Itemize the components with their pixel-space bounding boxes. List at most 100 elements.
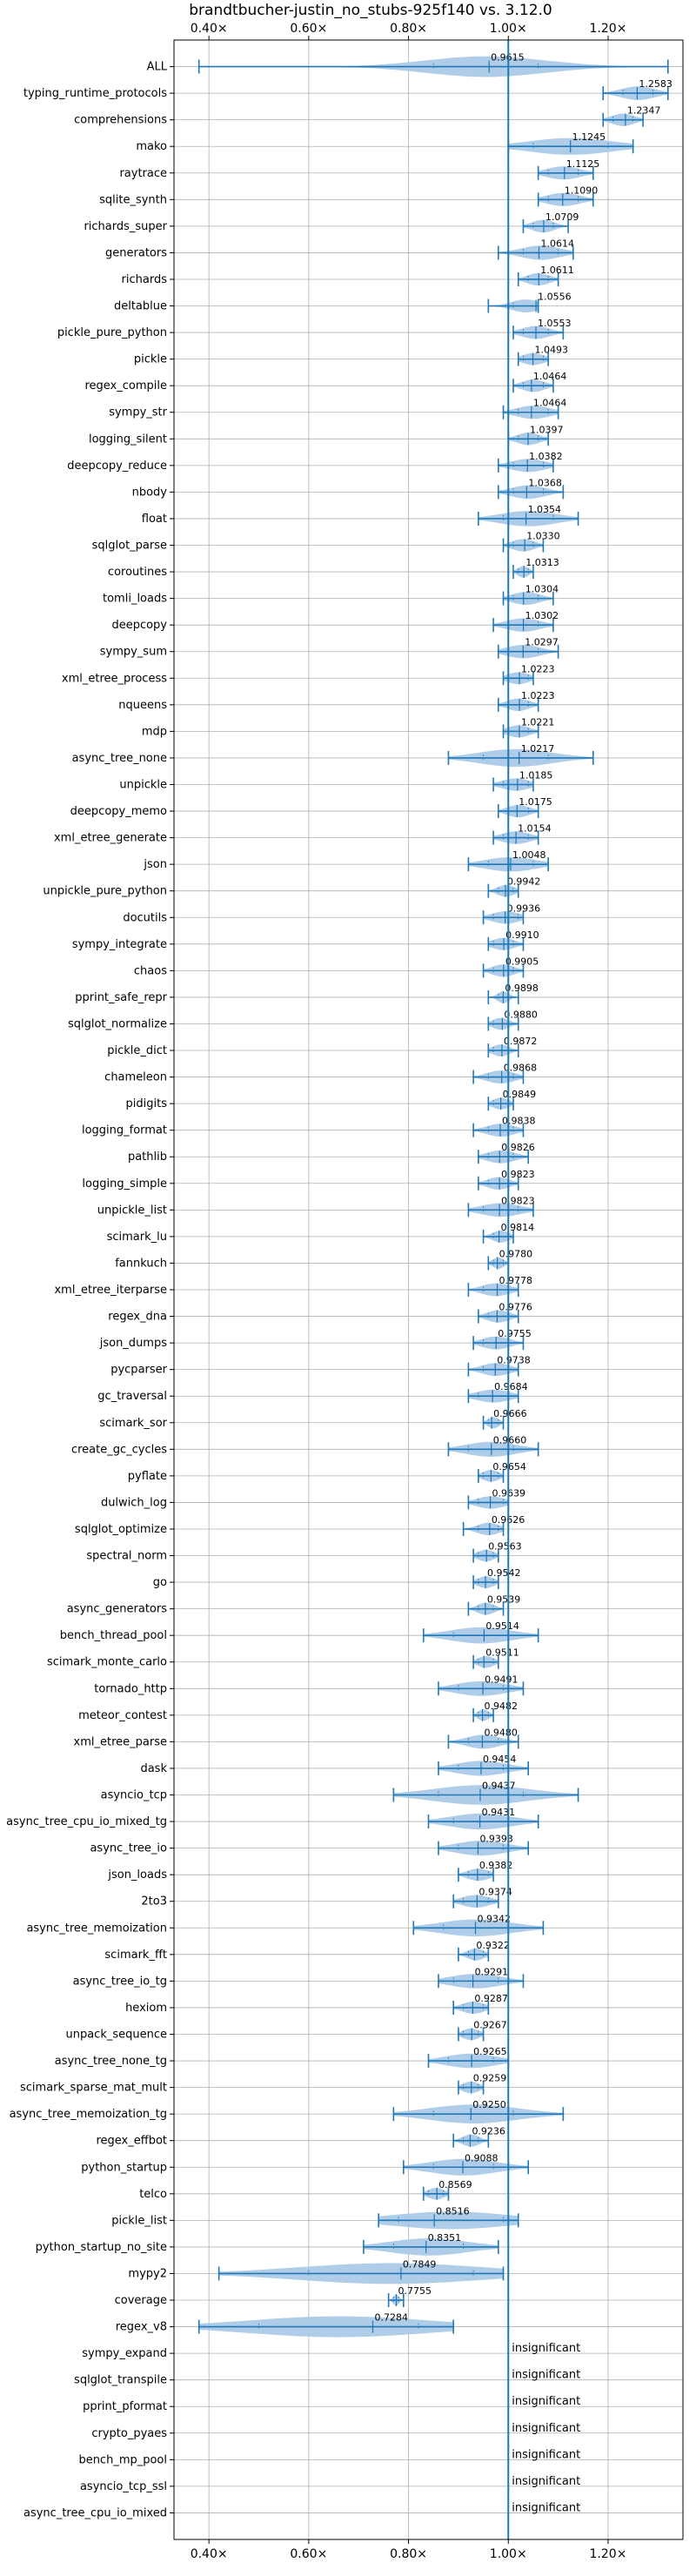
category-label: create_gc_cycles (71, 1443, 167, 1456)
value-label: 0.9823 (501, 1169, 535, 1180)
category-label: json_loads (107, 1868, 167, 1882)
category-label: richards (122, 273, 168, 286)
insignificant-label: insignificant (512, 2395, 580, 2408)
category-label: async_tree_io_tg (73, 1975, 167, 1988)
value-label: 0.9382 (479, 1860, 513, 1871)
value-label: 1.0464 (533, 371, 567, 382)
category-label: regex_v8 (116, 2321, 167, 2334)
x-tick-label-top: 0.60× (290, 22, 327, 36)
value-label: 1.0397 (530, 424, 564, 435)
value-label: 0.9291 (475, 1966, 509, 1977)
value-label: 1.0556 (538, 292, 572, 303)
value-label: 0.9776 (499, 1302, 532, 1313)
value-label: 1.0709 (545, 211, 579, 223)
category-label: async_tree_none_tg (55, 2055, 167, 2068)
value-label: 0.9480 (484, 1727, 518, 1738)
value-label: 0.9511 (485, 1647, 519, 1659)
x-tick-label-bottom: 0.80× (390, 2547, 427, 2561)
category-label: float (142, 513, 167, 526)
category-label: generators (105, 246, 167, 259)
value-label: 0.9563 (488, 1541, 522, 1553)
category-label: mako (136, 140, 167, 153)
category-label: pickle_list (111, 2214, 167, 2227)
category-label: async_tree_cpu_io_mixed (23, 2506, 167, 2519)
category-label: xml_etree_process (62, 672, 167, 685)
category-label: tornado_http (94, 1682, 167, 1695)
axis-ticks: 0.40× 0.40× 0.60× 0.60× 0.80× 0.80× 1.00× 1.00×… (170, 22, 626, 2561)
category-label: pickle_pure_python (57, 326, 167, 339)
category-label: python_startup (81, 2161, 167, 2174)
category-label: pycparser (110, 1364, 167, 1377)
category-label: sqlglot_parse (92, 540, 167, 553)
category-label: sympy_sum (100, 646, 167, 659)
category-label: richards_super (84, 220, 167, 233)
value-label: 0.9374 (478, 1887, 512, 1898)
category-label: logging_simple (82, 1177, 167, 1191)
value-label: 0.8516 (436, 2205, 470, 2217)
value-label: 1.0223 (521, 690, 555, 701)
chart-title: brandtbucher-justin_no_stubs-925f140 vs.… (189, 2, 552, 19)
category-label: xml_etree_generate (54, 832, 167, 845)
category-label: regex_compile (84, 379, 167, 392)
value-label: 0.9250 (472, 2099, 506, 2110)
value-label: 1.0297 (525, 637, 559, 648)
category-label: async_tree_cpu_io_mixed_tg (6, 1815, 167, 1828)
value-label: 0.9514 (485, 1620, 519, 1632)
category-label: sqlglot_normalize (68, 1017, 167, 1030)
category-label: ALL (147, 61, 168, 74)
category-label: pickle (134, 353, 167, 366)
category-label: async_tree_none (72, 752, 167, 765)
value-label: 0.9393 (479, 1834, 513, 1845)
category-label: xml_etree_iterparse (54, 1284, 167, 1297)
category-label: json (143, 858, 167, 871)
value-label: 0.9437 (482, 1781, 516, 1792)
value-label: 0.9265 (473, 2046, 507, 2057)
value-label: 1.0221 (521, 716, 555, 728)
category-label: python_startup_no_site (36, 2241, 167, 2254)
value-label: 0.7849 (403, 2258, 437, 2270)
value-label: 1.0611 (540, 265, 574, 276)
value-label: 1.0302 (525, 610, 559, 621)
value-label: 0.9322 (476, 1940, 510, 1951)
category-label: xml_etree_parse (74, 1735, 167, 1748)
value-label: 0.9838 (502, 1116, 536, 1127)
category-label: chaos (134, 964, 167, 977)
violins: 0.96151.25831.23471.12451.11251.10901.07… (197, 40, 673, 2539)
category-label: hexiom (125, 2002, 167, 2015)
value-label: 1.2583 (639, 78, 673, 90)
value-label: 1.0330 (526, 531, 560, 542)
category-label: pidigits (126, 1097, 168, 1110)
value-label: 0.9088 (465, 2152, 499, 2163)
value-label: 0.9660 (493, 1434, 527, 1446)
value-label: 0.9454 (483, 1754, 517, 1765)
value-label: 0.9942 (507, 876, 541, 888)
category-label: logging_format (82, 1124, 167, 1137)
category-label: deltablue (114, 300, 167, 313)
insignificant-label: insignificant (512, 2422, 580, 2435)
category-label: async_tree_memoization (26, 1922, 167, 1935)
value-label: 0.9654 (492, 1461, 526, 1472)
value-label: 1.1245 (572, 131, 606, 143)
category-label: docutils (123, 911, 167, 924)
value-label: 0.9482 (485, 1701, 519, 1712)
category-label: bench_mp_pool (78, 2453, 167, 2466)
category-label: pprint_safe_repr (75, 991, 167, 1004)
category-label: scimark_sparse_mat_mult (20, 2082, 167, 2095)
value-label: 0.9778 (499, 1275, 533, 1286)
category-label: sympy_expand (82, 2347, 167, 2360)
category-label: deepcopy_reduce (67, 460, 167, 473)
category-label: async_tree_io (90, 1842, 167, 1855)
value-label: 0.9431 (482, 1807, 516, 1818)
value-label: 1.0175 (519, 796, 552, 808)
value-label: 1.1125 (566, 158, 600, 170)
category-label: sqlglot_transpile (74, 2374, 167, 2387)
category-label: tomli_loads (103, 593, 167, 606)
category-label: 2to3 (141, 1895, 167, 1909)
category-label: nbody (132, 486, 168, 499)
x-tick-label-top: 1.00× (490, 22, 527, 36)
value-label: 0.8569 (438, 2179, 472, 2190)
x-tick-label-bottom: 1.00× (490, 2547, 527, 2561)
category-label: dulwich_log (101, 1496, 167, 1509)
value-label: 1.0614 (540, 238, 574, 249)
